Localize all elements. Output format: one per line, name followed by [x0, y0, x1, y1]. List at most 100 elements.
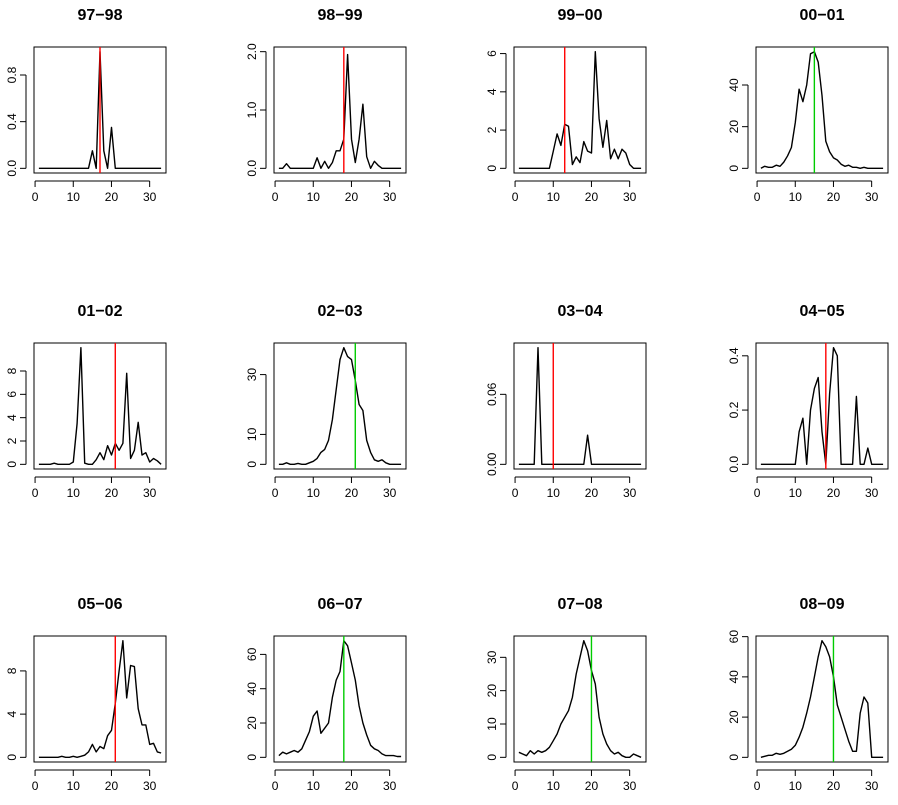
x-tick-label: 0: [272, 486, 279, 500]
plot-frame: [273, 46, 407, 174]
y-tick-label: 4: [5, 414, 19, 421]
series-line: [38, 347, 162, 465]
x-tick-label: 30: [623, 190, 637, 204]
x-tick-label: 0: [272, 190, 279, 204]
y-tick-label: 30: [245, 368, 259, 382]
chart-panel-5: 01−02 0 10 20 30 0 2 4 6 8: [5, 303, 167, 500]
x-tick-label: 10: [307, 779, 321, 793]
y-tick-label: 8: [5, 367, 19, 374]
y-tick-label: 0.0: [5, 160, 19, 177]
plot-frame: [33, 635, 167, 763]
x-tick-label: 10: [67, 190, 81, 204]
chart-title: 05−06: [78, 596, 123, 613]
x-tick-label: 0: [272, 779, 279, 793]
y-tick-label: 0.00: [485, 452, 499, 476]
y-tick-label: 0: [727, 754, 741, 761]
chart-panel-10: 06−07 0 10 20 30 0 20 40 60: [245, 596, 407, 793]
x-tick-label: 0: [512, 486, 519, 500]
series-line: [518, 51, 642, 170]
y-tick-label: 10: [485, 717, 499, 731]
y-tick-label: 0: [5, 754, 19, 761]
x-tick-label: 0: [754, 486, 761, 500]
x-tick-label: 30: [623, 779, 637, 793]
x-tick-label: 30: [383, 779, 397, 793]
x-tick-label: 0: [512, 190, 519, 204]
chart-title: 07−08: [558, 596, 603, 613]
x-tick-label: 30: [383, 190, 397, 204]
series-line: [518, 640, 642, 758]
x-tick-label: 10: [547, 779, 561, 793]
y-tick-label: 0: [245, 754, 259, 761]
y-tick-label: 40: [245, 682, 259, 696]
y-tick-label: 20: [727, 710, 741, 724]
y-tick-label: 0: [485, 165, 499, 172]
chart-panel-8: 04−05 0 10 20 30 0.0 0.2 0.4: [727, 303, 889, 500]
series-line: [278, 640, 402, 758]
x-tick-label: 10: [67, 779, 81, 793]
x-tick-label: 10: [547, 486, 561, 500]
x-tick-label: 0: [32, 486, 39, 500]
x-tick-label: 30: [623, 486, 637, 500]
y-tick-label: 0.4: [727, 347, 741, 364]
x-tick-label: 20: [827, 779, 841, 793]
x-tick-label: 0: [32, 190, 39, 204]
y-tick-label: 20: [245, 716, 259, 730]
x-tick-label: 20: [827, 190, 841, 204]
x-tick-label: 10: [307, 190, 321, 204]
chart-title: 08−09: [800, 596, 845, 613]
chart-title: 98−99: [318, 7, 363, 24]
y-tick-label: 60: [245, 647, 259, 661]
x-tick-label: 20: [105, 779, 119, 793]
x-tick-label: 30: [865, 190, 879, 204]
y-tick-label: 10: [245, 427, 259, 441]
y-tick-label: 2: [485, 126, 499, 133]
x-tick-label: 20: [585, 486, 599, 500]
chart-title: 03−04: [558, 303, 603, 320]
x-tick-label: 20: [345, 779, 359, 793]
x-tick-label: 20: [105, 190, 119, 204]
x-tick-label: 30: [865, 779, 879, 793]
series-line: [38, 640, 162, 758]
plot-frame: [273, 635, 407, 763]
y-tick-label: 8: [5, 667, 19, 674]
y-tick-label: 40: [727, 670, 741, 684]
x-tick-label: 30: [143, 779, 157, 793]
y-tick-label: 0.0: [245, 160, 259, 177]
y-tick-label: 0: [727, 165, 741, 172]
y-tick-label: 20: [485, 684, 499, 698]
y-tick-label: 30: [485, 650, 499, 664]
series-line: [518, 347, 642, 465]
x-tick-label: 20: [105, 486, 119, 500]
plot-frame: [33, 342, 167, 470]
plot-frame: [273, 342, 407, 470]
y-tick-label: 20: [727, 120, 741, 134]
chart-panel-9: 05−06 0 10 20 30 0 4 8: [5, 596, 167, 793]
chart-title: 06−07: [318, 596, 363, 613]
chart-panel-4: 00−01 0 10 20 30 0 20 40: [727, 7, 889, 204]
chart-panel-12: 08−09 0 10 20 30 0 20 40 60: [727, 596, 889, 793]
x-tick-label: 20: [585, 779, 599, 793]
x-tick-label: 0: [32, 779, 39, 793]
y-tick-label: 4: [485, 88, 499, 95]
x-tick-label: 10: [789, 486, 803, 500]
y-tick-label: 0: [5, 461, 19, 468]
y-tick-label: 0.4: [5, 113, 19, 130]
series-line: [278, 53, 402, 170]
chart-panel-2: 98−99 0 10 20 30 0.0 1.0 2.0: [245, 7, 407, 204]
chart-panel-1: 97−98 0 10 20 30 0.0 0.4 0.8: [5, 7, 167, 204]
series-line: [760, 640, 884, 758]
chart-panel-3: 99−00 0 10 20 30 0 2 4 6: [485, 7, 647, 204]
chart-panel-7: 03−04 0 10 20 30 0.00 0.06: [485, 303, 647, 500]
chart-title: 04−05: [800, 303, 845, 320]
y-tick-label: 0.0: [727, 456, 741, 473]
series-line: [278, 347, 402, 465]
x-tick-label: 10: [789, 190, 803, 204]
y-tick-label: 0: [485, 754, 499, 761]
y-tick-label: 0.2: [727, 401, 741, 418]
chart-panel-11: 07−08 0 10 20 30 0 10 20 30: [485, 596, 647, 793]
x-tick-label: 20: [345, 190, 359, 204]
y-tick-label: 0: [245, 461, 259, 468]
chart-title: 97−98: [78, 7, 123, 24]
chart-title: 00−01: [800, 7, 845, 24]
